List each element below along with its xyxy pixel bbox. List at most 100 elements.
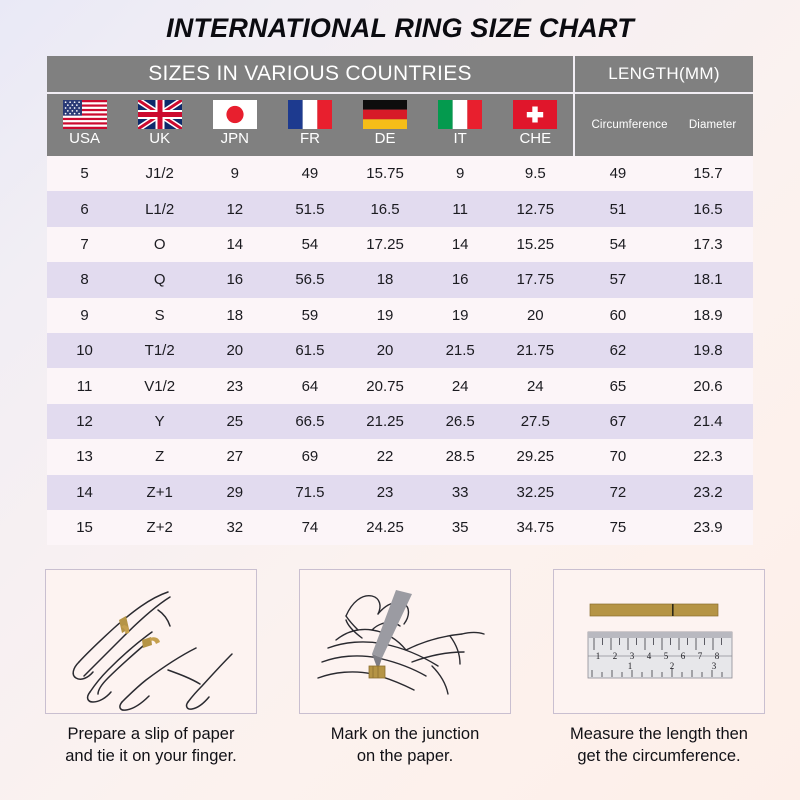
cell-diameter: 17.3: [693, 235, 723, 253]
cell-che: 32.25: [516, 483, 555, 501]
cell-diameter: 23.2: [693, 483, 723, 501]
cell-che: 12.75: [516, 200, 555, 218]
cell-uk: T1/2: [144, 342, 175, 360]
step-1-caption-line2: and tie it on your finger.: [65, 747, 237, 765]
cell-jpn: 16: [226, 271, 244, 289]
step-1-caption-line1: Prepare a slip of paper: [67, 725, 235, 743]
column-header-che: CHE: [498, 94, 573, 156]
cell-usa: 8: [80, 271, 89, 289]
cell-circumference: 60: [609, 306, 627, 324]
cell-it: 21.5: [445, 342, 475, 360]
step-1: Prepare a slip of paper and tie it on yo…: [45, 569, 257, 767]
step-1-caption: Prepare a slip of paper and tie it on yo…: [65, 723, 237, 767]
flag-usa-icon: [62, 100, 107, 129]
step-3-caption-line2: get the circumference.: [577, 747, 741, 765]
cell-jpn: 27: [226, 448, 244, 466]
cell-diameter: 23.9: [693, 519, 723, 537]
step-2-caption-line1: Mark on the junction: [330, 725, 480, 743]
flag-germany-icon: [363, 100, 408, 129]
cell-jpn: 25: [226, 412, 244, 430]
cell-de: 20: [376, 342, 394, 360]
cell-it: 28.5: [445, 448, 475, 466]
cell-usa: 7: [80, 235, 89, 253]
hand-marking-paper-with-pen-illustration: [317, 590, 485, 695]
cell-uk: Z+2: [146, 519, 173, 537]
cell-circumference: 49: [609, 165, 627, 183]
cell-jpn: 29: [226, 483, 244, 501]
cell-che: 21.75: [516, 342, 555, 360]
cell-de: 19: [376, 306, 394, 324]
cell-che: 9.5: [524, 165, 546, 183]
column-label-uk: UK: [149, 130, 171, 147]
cell-de: 18: [376, 271, 394, 289]
flag-france-icon: [287, 100, 332, 129]
step-3-caption-line1: Measure the length then: [570, 725, 748, 743]
cell-circumference: 72: [609, 483, 627, 501]
cell-fr: 54: [301, 235, 319, 253]
column-header-it: IT: [423, 94, 498, 156]
table-row: 10 T1/2 20 61.5 20 21.5 21.75 62 19.8: [47, 332, 753, 369]
column-label-usa: USA: [69, 130, 100, 147]
step-2: Mark on the junction on the paper.: [299, 569, 511, 767]
cell-jpn: 18: [226, 306, 244, 324]
cell-de: 21.25: [366, 412, 404, 430]
svg-text:5: 5: [664, 651, 669, 661]
cell-usa: 9: [80, 306, 89, 324]
cell-it: 19: [451, 306, 469, 324]
cell-uk: S: [154, 306, 165, 324]
page-title: INTERNATIONAL RING SIZE CHART: [166, 13, 634, 43]
column-label-che: CHE: [519, 130, 552, 147]
cell-de: 20.75: [366, 377, 404, 395]
measuring-steps: Prepare a slip of paper and tie it on yo…: [45, 569, 765, 767]
column-label-fr-jpn: JPN: [220, 130, 249, 147]
cell-it: 33: [451, 483, 469, 501]
table-row: 7 O 14 54 17.25 14 15.25 54 17.3: [47, 226, 753, 263]
table-row: 6 L1/2 12 51.5 16.5 11 12.75 51 16.5: [47, 191, 753, 227]
table-row: 9 S 18 59 19 19 20 60 18.9: [47, 297, 753, 333]
table-row: 13 Z 27 69 22 28.5 29.25 70 22.3: [47, 439, 753, 475]
flag-italy-icon: [438, 100, 483, 129]
svg-text:3: 3: [712, 661, 717, 671]
cell-usa: 13: [76, 448, 93, 466]
svg-text:3: 3: [630, 651, 635, 661]
cell-circumference: 67: [609, 412, 627, 430]
cell-de: 16.5: [370, 200, 400, 218]
cell-che: 20: [526, 306, 544, 324]
cell-diameter: 18.1: [693, 271, 723, 289]
cell-usa: 15: [76, 519, 93, 537]
table-row: 8 Q 16 56.5 18 16 17.75 57 18.1: [47, 262, 753, 298]
hand-with-paper-strip-illustration: [72, 591, 233, 711]
cell-circumference: 62: [609, 342, 627, 360]
svg-text:8: 8: [715, 651, 720, 661]
table-group-header-row: SIZES IN VARIOUS COUNTRIES LENGTH(MM): [47, 56, 753, 92]
cell-diameter: 21.4: [693, 412, 723, 430]
paper-strip-gold: [589, 603, 719, 617]
table-country-header-row: USA UK JPN: [47, 92, 753, 156]
cell-circumference: 57: [609, 271, 627, 289]
cell-usa: 10: [76, 342, 93, 360]
header-sizes-in-various-countries: SIZES IN VARIOUS COUNTRIES: [47, 56, 575, 92]
column-label-diameter: Diameter: [688, 119, 737, 131]
cell-diameter: 16.5: [693, 200, 723, 218]
cell-jpn: 32: [226, 519, 244, 537]
ring-size-table: SIZES IN VARIOUS COUNTRIES LENGTH(MM): [47, 56, 753, 546]
cell-it: 14: [451, 235, 469, 253]
cell-usa: 6: [80, 200, 89, 218]
table-row: 12 Y 25 66.5 21.25 26.5 27.5 67 21.4: [47, 403, 753, 440]
cell-jpn: 20: [226, 342, 244, 360]
svg-text:7: 7: [698, 651, 703, 661]
step-2-caption-line2: on the paper.: [356, 747, 454, 765]
cell-diameter: 15.7: [693, 165, 723, 183]
column-label-it: IT: [453, 130, 467, 147]
cell-uk: L1/2: [145, 200, 175, 218]
column-header-de: DE: [348, 94, 423, 156]
cell-jpn: 12: [226, 200, 244, 218]
cell-fr: 64: [301, 377, 319, 395]
column-label-circumference: Circumference: [591, 119, 668, 131]
cell-fr: 66.5: [295, 412, 325, 430]
table-row: 14 Z+1 29 71.5 23 33 32.25 72 23.2: [47, 474, 753, 510]
